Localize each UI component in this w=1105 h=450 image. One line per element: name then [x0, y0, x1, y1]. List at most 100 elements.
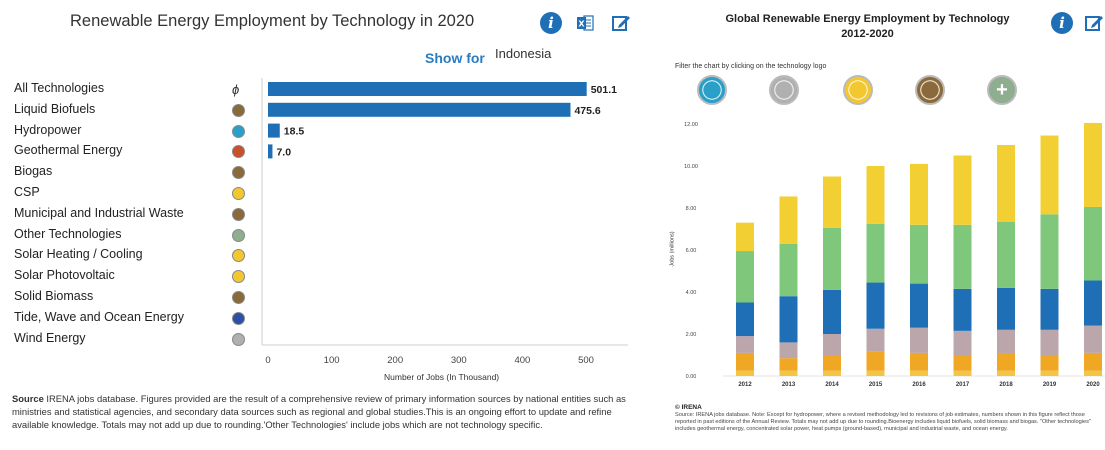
stacked-bar-segment	[1040, 135, 1059, 215]
source-text: IRENA jobs database. Figures provided ar…	[12, 393, 626, 430]
stacked-bar-segment	[866, 328, 885, 352]
global-employment-panel: Global Renewable Energy Employment by Te…	[665, 0, 1105, 450]
technology-logo-icon[interactable]	[232, 103, 245, 117]
wind-logo-icon[interactable]	[769, 75, 799, 105]
stacked-bar-segment	[736, 251, 754, 303]
stacked-bar-segment	[736, 222, 754, 252]
y-tick-label: 0.00	[686, 374, 697, 380]
stacked-bar-segment	[866, 223, 885, 283]
y-tick-label: 12.00	[684, 122, 698, 128]
edit-icon[interactable]	[1083, 12, 1105, 34]
title-line-2: 2012-2020	[841, 28, 894, 40]
x-tick-label: 2013	[782, 382, 796, 388]
stacked-bar-segment	[997, 145, 1015, 222]
technology-logo-icon[interactable]	[232, 145, 245, 159]
stacked-bar-segment	[953, 370, 972, 376]
y-tick-label: 4.00	[686, 290, 697, 296]
chart-title: Renewable Energy Employment by Technolog…	[70, 12, 475, 30]
info-icon[interactable]: i	[1051, 12, 1073, 34]
title-line-1: Global Renewable Energy Employment by Te…	[725, 13, 1010, 25]
stacked-bar-segment	[910, 370, 928, 376]
stacked-bar-segment	[736, 370, 754, 376]
x-tick-label: 2019	[1043, 382, 1057, 388]
solar-logo-icon[interactable]	[843, 75, 873, 105]
technology-logo-icon[interactable]	[232, 187, 245, 200]
technology-logo-icon[interactable]: ϕ	[232, 82, 240, 97]
excel-icon[interactable]: X	[574, 12, 596, 34]
bioenergy-logo-icon[interactable]	[915, 75, 945, 105]
hydropower-logo-icon[interactable]	[697, 75, 727, 105]
stacked-bar-segment	[736, 302, 754, 337]
y-tick-label: 8.00	[686, 206, 697, 212]
stacked-bar-segment	[823, 227, 841, 290]
chart-title-right: Global Renewable Energy Employment by Te…	[695, 12, 1040, 42]
x-tick-label: 400	[514, 355, 530, 366]
stacked-bar-segment	[997, 370, 1015, 376]
technology-logo-icon[interactable]	[232, 228, 245, 242]
info-icon[interactable]: i	[540, 12, 562, 34]
stacked-bar-segment	[997, 329, 1015, 354]
x-axis-title: Number of Jobs (In Thousand)	[384, 372, 500, 382]
bar-value-label: 501.1	[591, 84, 617, 96]
bar-value-label: 475.6	[574, 105, 600, 117]
bar-value-label: 7.0	[276, 146, 291, 158]
stacked-bar-segment	[866, 370, 885, 376]
bar-value-label: 18.5	[284, 126, 305, 138]
stacked-bar-segment	[910, 224, 928, 284]
country-select[interactable]: Indonesia	[495, 46, 552, 61]
technology-logo-icon[interactable]	[232, 311, 245, 325]
stacked-bar-segment	[779, 196, 798, 244]
stacked-bar-segment	[779, 370, 798, 376]
category-label: Wind Energy	[14, 330, 86, 345]
category-label: Municipal and Industrial Waste	[14, 205, 184, 220]
category-label: All Technologies	[14, 81, 105, 95]
bar	[268, 144, 273, 159]
stacked-bar-segment	[1084, 352, 1102, 371]
show-for-label: Show for	[425, 50, 485, 66]
technology-logo-icon[interactable]	[232, 270, 245, 284]
category-label: Biogas	[14, 164, 53, 179]
technology-logo-icon[interactable]	[232, 249, 245, 263]
technology-logo-icon[interactable]	[232, 332, 245, 346]
employment-2020-panel: Renewable Energy Employment by Technolog…	[12, 12, 632, 430]
stacked-bar-segment	[823, 289, 841, 334]
stacked-bar-segment	[823, 355, 841, 371]
stacked-bar-segment	[997, 287, 1015, 330]
stacked-bar-segment	[779, 358, 798, 371]
x-tick-label: 200	[387, 355, 403, 366]
x-tick-label: 2014	[825, 382, 839, 388]
x-tick-label: 0	[265, 355, 270, 366]
category-label: Geothermal Energy	[14, 143, 123, 158]
bar	[268, 123, 280, 138]
source-label: Source	[12, 393, 44, 404]
stacked-bar-segment	[779, 243, 798, 297]
stacked-bar-segment	[736, 336, 754, 353]
x-tick-label: 2015	[869, 382, 883, 388]
technology-logo-icon[interactable]	[232, 124, 245, 138]
credit: © IRENA	[675, 404, 702, 411]
source-note-right: Source: IRENA jobs database. Note: Excep…	[675, 412, 1091, 433]
stacked-bar-segment	[866, 166, 885, 224]
stacked-bar-segment	[910, 283, 928, 328]
svg-text:X: X	[578, 20, 585, 29]
x-tick-label: 2018	[999, 382, 1013, 388]
x-tick-label: 2016	[912, 382, 926, 388]
stacked-bar-segment	[1040, 214, 1059, 289]
technology-logo-icon[interactable]	[232, 291, 245, 304]
stacked-bar-chart: 0.00 2.00 4.00 6.00 8.00 10.00 12.00 2012 2013 20…	[684, 122, 1105, 388]
stacked-bar-segment	[997, 353, 1015, 371]
stacked-bar-segment	[1040, 329, 1059, 355]
technology-logo-icon[interactable]	[232, 166, 245, 180]
stacked-bar-segment	[823, 370, 841, 376]
category-label: CSP	[14, 185, 40, 199]
filter-instruction: Filter the chart by clicking on the tech…	[675, 63, 827, 70]
stacked-bar-segment	[1040, 288, 1059, 330]
stacked-bar-segment	[1084, 370, 1102, 376]
other-logo-icon[interactable]: +	[987, 75, 1017, 105]
stacked-bar-segment	[1040, 370, 1059, 376]
technology-logo-icon[interactable]	[232, 207, 245, 221]
edit-icon[interactable]	[610, 12, 632, 34]
category-label: Hydropower	[14, 122, 82, 137]
y-tick-label: 10.00	[684, 164, 698, 170]
category-label: Solar Heating / Cooling	[14, 247, 143, 262]
